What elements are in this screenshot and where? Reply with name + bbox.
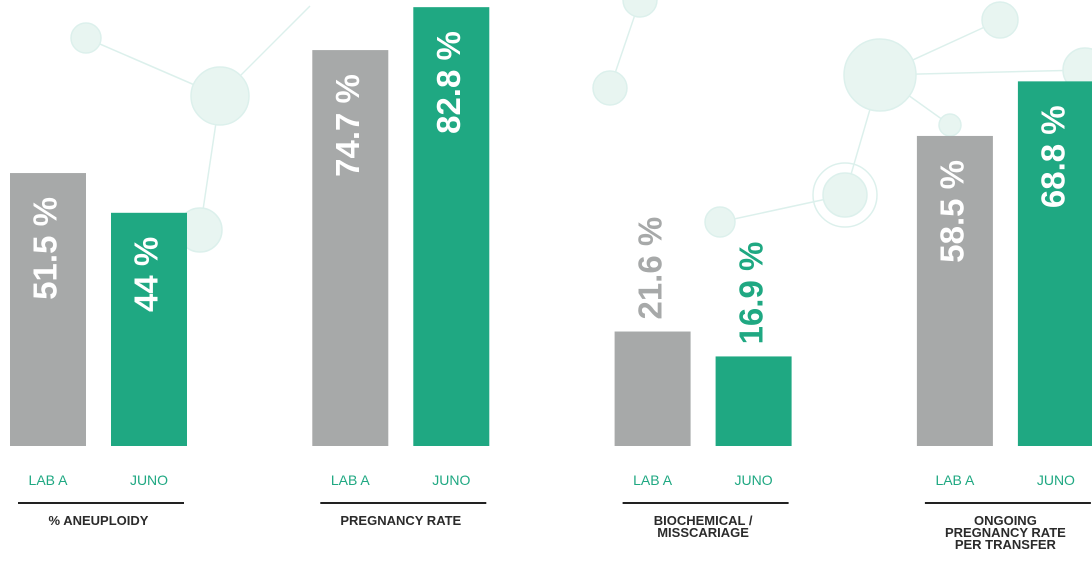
value-label: 68.8 %	[1035, 105, 1072, 208]
value-label: 51.5 %	[27, 197, 64, 300]
group-title: ONGOING PREGNANCY RATE PER TRANSFER	[944, 513, 1066, 552]
value-label: 74.7 %	[329, 74, 366, 177]
category-label: LAB A	[633, 472, 673, 488]
category-label: LAB A	[29, 472, 69, 488]
bar	[1017, 81, 1092, 447]
bar	[10, 173, 86, 447]
category-label: JUNO	[735, 472, 773, 488]
group-title: BIOCHEMICAL / MISSCARIAGE	[653, 513, 753, 540]
bar	[715, 356, 792, 446]
category-label: JUNO	[1037, 472, 1075, 488]
value-label: 44 %	[128, 237, 165, 312]
group-title: PREGNANCY RATE	[340, 513, 462, 528]
bar	[111, 212, 187, 446]
bar	[916, 135, 993, 446]
category-label: LAB A	[935, 472, 975, 488]
group-title: % ANEUPLOIDY	[48, 513, 149, 528]
bar	[312, 50, 389, 447]
value-label: 21.6 %	[631, 217, 668, 320]
value-label: 82.8 %	[430, 31, 467, 134]
bar	[413, 7, 490, 446]
background-network	[70, 0, 1092, 253]
category-label: JUNO	[432, 472, 470, 488]
value-label: 58.5 %	[934, 160, 971, 263]
bar	[614, 331, 691, 446]
category-label: LAB A	[331, 472, 371, 488]
value-label: 16.9 %	[732, 242, 769, 345]
category-label: JUNO	[130, 472, 168, 488]
